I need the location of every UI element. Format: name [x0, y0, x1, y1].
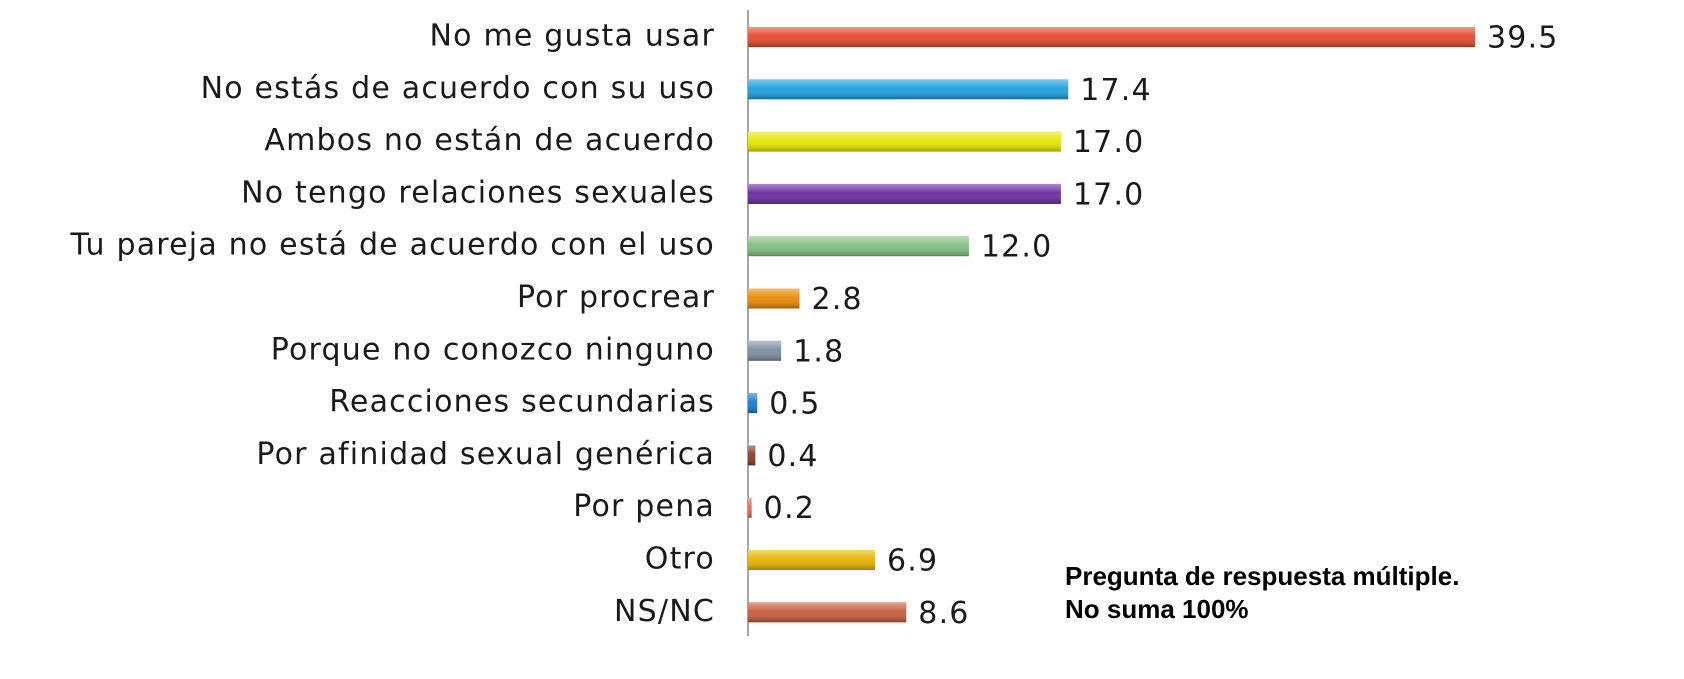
value-label: 6.9 — [887, 544, 938, 579]
category-label: Ambos no están de acuerdo — [264, 123, 715, 158]
value-label: 17.0 — [1073, 177, 1145, 212]
bar-shine — [748, 497, 752, 518]
annotation: Pregunta de respuesta múltiple. — [1065, 561, 1459, 591]
category-label: Por procrear — [517, 280, 715, 315]
bar-shine — [748, 602, 907, 623]
value-label: 0.2 — [764, 491, 815, 526]
value-label: 17.0 — [1073, 125, 1145, 160]
bar-shine — [748, 27, 1475, 47]
value-label: 1.8 — [793, 334, 844, 369]
bar-shine — [748, 79, 1069, 100]
bar-shine — [748, 131, 1061, 152]
value-label: 39.5 — [1487, 21, 1559, 56]
value-label: 0.4 — [767, 439, 818, 474]
annotation: No suma 100% — [1065, 594, 1249, 624]
bar-shine — [748, 236, 969, 257]
value-label: 8.6 — [918, 596, 969, 631]
category-label: Tu pareja no está de acuerdo con el uso — [70, 228, 715, 263]
bar-shine — [748, 393, 758, 414]
category-label: No me gusta usar — [430, 19, 715, 54]
category-label: NS/NC — [614, 594, 715, 629]
category-label: Por pena — [573, 489, 715, 524]
value-label: 17.4 — [1080, 73, 1152, 108]
value-label: 12.0 — [981, 230, 1053, 265]
category-label: Reacciones secundarias — [329, 385, 715, 420]
bar-shine — [748, 340, 782, 361]
value-label: 0.5 — [769, 387, 820, 422]
bar-shine — [748, 445, 756, 466]
value-label: 2.8 — [812, 282, 863, 317]
category-label: Porque no conozco ninguno — [271, 332, 715, 367]
bar-shine — [748, 288, 800, 309]
category-label: No estás de acuerdo con su uso — [201, 71, 715, 106]
category-label: Por afinidad sexual genérica — [256, 437, 715, 472]
category-label: Otro — [645, 542, 715, 577]
bar-shine — [748, 183, 1061, 204]
category-label: No tengo relaciones sexuales — [241, 175, 715, 210]
bar-shine — [748, 550, 875, 570]
